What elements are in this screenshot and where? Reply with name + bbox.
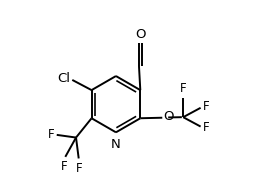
Text: N: N bbox=[111, 138, 121, 151]
Text: F: F bbox=[60, 159, 67, 172]
Text: O: O bbox=[135, 28, 146, 41]
Text: F: F bbox=[180, 82, 187, 95]
Text: F: F bbox=[75, 162, 82, 175]
Text: O: O bbox=[164, 110, 174, 123]
Text: Cl: Cl bbox=[57, 72, 70, 85]
Text: F: F bbox=[48, 128, 55, 141]
Text: F: F bbox=[203, 121, 209, 134]
Text: F: F bbox=[203, 100, 209, 113]
